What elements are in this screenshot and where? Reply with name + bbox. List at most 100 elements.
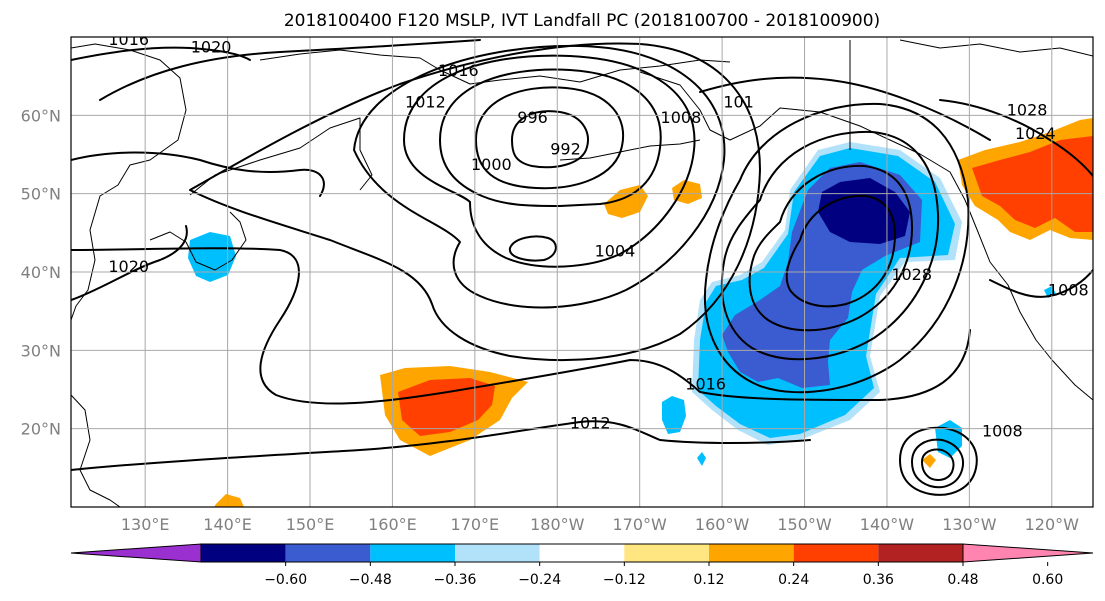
lon-tick-label: 150°W bbox=[777, 515, 832, 534]
ivt-positive-south bbox=[214, 494, 244, 507]
contour-996 bbox=[475, 86, 625, 190]
contour-1016-west bbox=[71, 151, 325, 197]
ivt-negative-small-1 bbox=[697, 452, 706, 466]
lon-tick-label: 140°E bbox=[203, 515, 252, 534]
coastline-alaska bbox=[639, 71, 1093, 401]
contour-label: 1012 bbox=[405, 93, 446, 112]
colorbar-segment bbox=[624, 544, 709, 562]
colorbar-tick-label: −0.60 bbox=[264, 572, 307, 588]
contour-1008-low-outer bbox=[899, 426, 978, 496]
contour-1004-low bbox=[911, 438, 964, 489]
lat-tick-label: 20°N bbox=[21, 420, 61, 439]
colorbar-extend-high bbox=[962, 543, 1094, 563]
coastline-arctic bbox=[899, 39, 1093, 57]
contour-1008-ne bbox=[989, 269, 1093, 298]
ivt-negative-bc bbox=[935, 420, 962, 458]
lon-tick-label: 130°E bbox=[121, 515, 170, 534]
contour-1004-inner bbox=[508, 235, 557, 262]
coastline-aleutians bbox=[559, 139, 701, 161]
contour-label: 1016 bbox=[685, 375, 726, 394]
colorbar-tick-label: 0.48 bbox=[947, 572, 978, 588]
lat-tick-labels: 20°N 30°N 40°N 50°N 60°N bbox=[21, 106, 61, 438]
contour-label: 1000 bbox=[471, 155, 512, 174]
colorbar-tick-label: −0.36 bbox=[434, 572, 477, 588]
contour-1008 bbox=[353, 44, 726, 309]
contour-1012-south bbox=[71, 420, 811, 471]
colorbar-segment bbox=[285, 544, 371, 562]
lat-tick-label: 50°N bbox=[21, 185, 61, 204]
ivt-positive-bc-dot bbox=[922, 454, 936, 468]
colorbar: −0.60 −0.48 −0.36 −0.24 −0.12 0.12 0.24 0.36 0.4… bbox=[70, 543, 1094, 588]
lat-tick-label: 30°N bbox=[21, 341, 61, 360]
contour-label: 1012 bbox=[570, 414, 611, 433]
lon-tick-label: 160°E bbox=[368, 515, 417, 534]
contour-label: 1028 bbox=[891, 265, 932, 284]
colorbar-tick-label: 0.36 bbox=[863, 572, 894, 588]
ivt-negative-japan bbox=[188, 232, 236, 282]
contour-1000 bbox=[439, 68, 662, 207]
contour-label: 1024 bbox=[1015, 124, 1056, 143]
colorbar-tick-label: 0.60 bbox=[1032, 572, 1063, 588]
contour-1028-high bbox=[785, 194, 896, 308]
lat-tick-label: 60°N bbox=[21, 106, 61, 125]
contour-label: 1020 bbox=[191, 38, 232, 57]
colorbar-tick-label: 0.24 bbox=[778, 572, 809, 588]
ivt-negative-hawaii bbox=[662, 396, 686, 434]
ivt-positive-central-core bbox=[398, 378, 495, 436]
lon-tick-label: 120°W bbox=[1025, 515, 1080, 534]
contour-label: 992 bbox=[550, 140, 581, 159]
contour-label: 996 bbox=[517, 108, 548, 127]
colorbar-segment bbox=[539, 544, 625, 562]
colorbar-segment bbox=[201, 544, 286, 562]
contour-1000-low bbox=[921, 448, 955, 481]
lon-tick-label: 140°W bbox=[860, 515, 915, 534]
colorbar-tick-label: −0.24 bbox=[518, 572, 561, 588]
contour-label: 1016 bbox=[438, 61, 479, 80]
contour-1016-north bbox=[99, 39, 481, 101]
colorbar-tick-label: −0.48 bbox=[349, 572, 392, 588]
contour-label: 1008 bbox=[661, 108, 702, 127]
colorbar-segment bbox=[370, 544, 455, 562]
coastline-kamchatka bbox=[189, 117, 373, 196]
contour-992 bbox=[511, 110, 589, 169]
contour-label: 1008 bbox=[982, 422, 1023, 441]
lon-tick-label: 170°W bbox=[613, 515, 668, 534]
contour-1016-high-outer bbox=[704, 102, 970, 394]
figure-title: 2018100400 F120 MSLP, IVT Landfall PC (2… bbox=[284, 11, 880, 31]
colorbar-tick-label: 0.12 bbox=[693, 572, 724, 588]
contour-1020-west bbox=[71, 225, 188, 301]
mslp-contours bbox=[71, 39, 1093, 496]
lon-tick-label: 160°W bbox=[695, 515, 750, 534]
coastline-korea-japan bbox=[149, 211, 247, 271]
contour-label: 1020 bbox=[108, 257, 149, 276]
lon-tick-labels: 130°E 140°E 150°E 160°E 170°E 180°W 170°W 160°W… bbox=[121, 515, 1079, 534]
lon-tick-label: 180°W bbox=[530, 515, 585, 534]
lat-tick-label: 40°N bbox=[21, 263, 61, 282]
contour-label: 1004 bbox=[595, 241, 636, 260]
contour-label: 1016 bbox=[108, 30, 149, 49]
gridlines bbox=[71, 37, 1093, 507]
ivt-positive-nw-core bbox=[972, 136, 1093, 232]
coastlines bbox=[71, 39, 1093, 507]
colorbar-extend-low bbox=[70, 543, 202, 563]
lon-tick-label: 170°E bbox=[451, 515, 500, 534]
contour-1004 bbox=[403, 54, 696, 268]
contour-label: 101 bbox=[723, 93, 754, 112]
ivt-shading bbox=[188, 118, 1093, 507]
contour-label: 1008 bbox=[1048, 281, 1089, 300]
lon-tick-label: 130°W bbox=[942, 515, 997, 534]
colorbar-segment bbox=[878, 544, 963, 562]
colorbar-segment bbox=[455, 544, 540, 562]
lon-tick-label: 150°E bbox=[286, 515, 335, 534]
colorbar-tick-label: −0.12 bbox=[603, 572, 646, 588]
colorbar-frame bbox=[200, 543, 964, 563]
colorbar-segment bbox=[709, 544, 794, 562]
contour-1024-high bbox=[748, 164, 913, 332]
colorbar-segment bbox=[793, 544, 879, 562]
contour-1024-ne bbox=[939, 99, 1093, 177]
contour-1020-north bbox=[71, 46, 251, 61]
contour-1012-ne bbox=[699, 76, 991, 141]
